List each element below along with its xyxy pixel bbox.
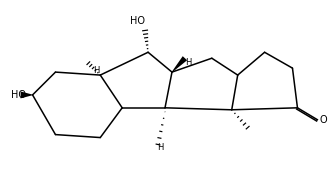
Text: HO: HO	[130, 16, 145, 26]
Polygon shape	[172, 56, 187, 72]
Text: O: O	[319, 115, 327, 125]
Text: H: H	[185, 58, 191, 67]
Text: H: H	[93, 66, 100, 75]
Text: HO: HO	[11, 90, 26, 100]
Polygon shape	[21, 91, 32, 98]
Text: H: H	[157, 143, 163, 152]
